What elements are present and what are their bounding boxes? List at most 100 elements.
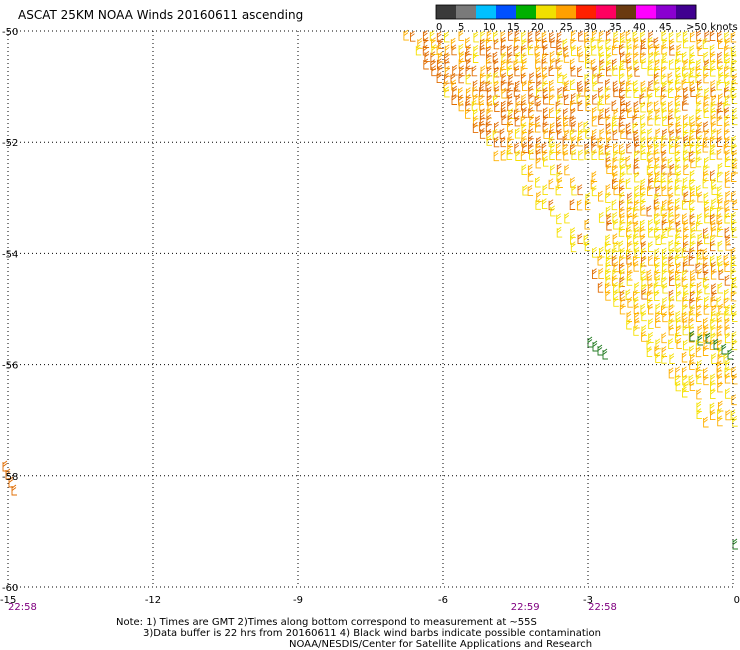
wind-barb bbox=[717, 415, 723, 427]
wind-barb bbox=[634, 226, 640, 238]
wind-barb bbox=[697, 135, 703, 146]
wind-barb bbox=[703, 303, 710, 315]
wind-barb bbox=[648, 157, 654, 168]
wind-barb bbox=[688, 254, 695, 266]
wind-barb bbox=[639, 226, 646, 237]
wind-barb bbox=[676, 338, 682, 349]
wind-barb bbox=[514, 142, 520, 154]
wind-barb bbox=[436, 72, 443, 84]
wind-barb bbox=[669, 275, 675, 287]
wind-barb bbox=[717, 185, 723, 197]
wind-barb bbox=[723, 297, 730, 309]
wind-barb bbox=[431, 65, 437, 77]
wind-barb bbox=[689, 31, 696, 43]
wind-barb bbox=[730, 290, 737, 302]
wind-barb bbox=[577, 66, 583, 77]
scale-swatch bbox=[576, 5, 597, 19]
wind-barb bbox=[515, 100, 521, 112]
wind-barb bbox=[676, 115, 682, 127]
wind-barb bbox=[711, 198, 717, 210]
wind-barb bbox=[682, 324, 689, 336]
wind-barb bbox=[606, 163, 612, 174]
wind-barb bbox=[653, 72, 660, 84]
wind-barb bbox=[697, 289, 703, 300]
wind-barb bbox=[668, 192, 675, 204]
wind-barb bbox=[599, 59, 605, 70]
wind-barb bbox=[710, 86, 716, 98]
wind-barb bbox=[536, 136, 542, 148]
wind-barb bbox=[612, 171, 619, 182]
wind-barb bbox=[675, 72, 682, 84]
wind-barb bbox=[717, 162, 724, 174]
lon-tick-label: -12 bbox=[145, 595, 161, 606]
wind-barb bbox=[618, 282, 625, 293]
wind-barb bbox=[548, 94, 555, 106]
wind-barb bbox=[668, 87, 674, 98]
wind-barb bbox=[466, 58, 472, 69]
wind-barb bbox=[549, 149, 555, 160]
wind-barb bbox=[478, 94, 484, 105]
wind-barb bbox=[669, 353, 675, 365]
wind-barb bbox=[627, 65, 633, 77]
wind-barb bbox=[543, 155, 549, 167]
wind-barb bbox=[507, 114, 513, 125]
wind-barb bbox=[696, 38, 702, 49]
wind-barb bbox=[619, 114, 625, 126]
wind-barb bbox=[465, 37, 471, 48]
wind-barb bbox=[674, 213, 681, 225]
lat-tick-label: -52 bbox=[2, 138, 18, 149]
wind-barb bbox=[597, 254, 603, 266]
wind-barb bbox=[690, 86, 696, 98]
wind-barb bbox=[655, 338, 661, 350]
wind-barb bbox=[578, 85, 584, 97]
wind-barb bbox=[576, 199, 583, 211]
wind-barb bbox=[613, 149, 619, 161]
wind-speed-scale: 0 5 10 15 20 25 30 35 40 45 >50 knots bbox=[435, 4, 738, 33]
wind-barb bbox=[626, 220, 633, 232]
wind-barb bbox=[473, 45, 479, 56]
wind-barb bbox=[674, 78, 681, 90]
wind-barb bbox=[662, 311, 668, 323]
wind-barb bbox=[436, 31, 443, 43]
wind-barb bbox=[696, 388, 702, 400]
wind-barb bbox=[599, 128, 605, 140]
wind-barb bbox=[711, 353, 717, 364]
scale-label: 5 bbox=[458, 22, 464, 33]
wind-barb bbox=[648, 254, 654, 266]
wind-barb bbox=[695, 156, 702, 168]
wind-barb bbox=[695, 115, 702, 126]
wind-barb bbox=[528, 121, 535, 133]
map-title: ASCAT 25KM NOAA Winds 20160611 ascending bbox=[18, 8, 304, 22]
wind-barb bbox=[661, 304, 667, 315]
wind-barb bbox=[493, 150, 500, 162]
note-line-2: 3)Data buffer is 22 hrs from 20160611 4)… bbox=[143, 628, 601, 639]
wind-barb bbox=[647, 92, 654, 104]
wind-barb bbox=[570, 79, 576, 90]
wind-barb bbox=[528, 92, 534, 104]
wind-barb bbox=[669, 218, 675, 230]
wind-barb bbox=[633, 163, 640, 175]
wind-barb bbox=[730, 255, 737, 266]
wind-barb bbox=[597, 99, 604, 111]
wind-barb bbox=[640, 233, 646, 245]
wind-barb bbox=[710, 169, 716, 181]
wind-barb bbox=[646, 269, 652, 281]
wind-barb bbox=[493, 136, 500, 148]
wind-barb bbox=[681, 198, 688, 210]
wind-barb bbox=[676, 31, 682, 43]
wind-barb bbox=[632, 212, 639, 224]
scale-label: 25 bbox=[560, 22, 573, 33]
wind-barb bbox=[696, 373, 702, 385]
lat-tick-label: -50 bbox=[2, 27, 18, 38]
wind-barb bbox=[619, 219, 625, 230]
wind-barb bbox=[492, 128, 499, 140]
wind-barb bbox=[550, 57, 556, 69]
wind-barb bbox=[683, 339, 689, 351]
wind-barb bbox=[690, 157, 696, 169]
wind-barb bbox=[499, 65, 506, 77]
wind-barb bbox=[626, 318, 632, 330]
wind-barb bbox=[730, 303, 737, 315]
wind-barb bbox=[668, 142, 675, 154]
lat-tick-label: -56 bbox=[2, 361, 18, 372]
wind-barb bbox=[556, 213, 562, 225]
